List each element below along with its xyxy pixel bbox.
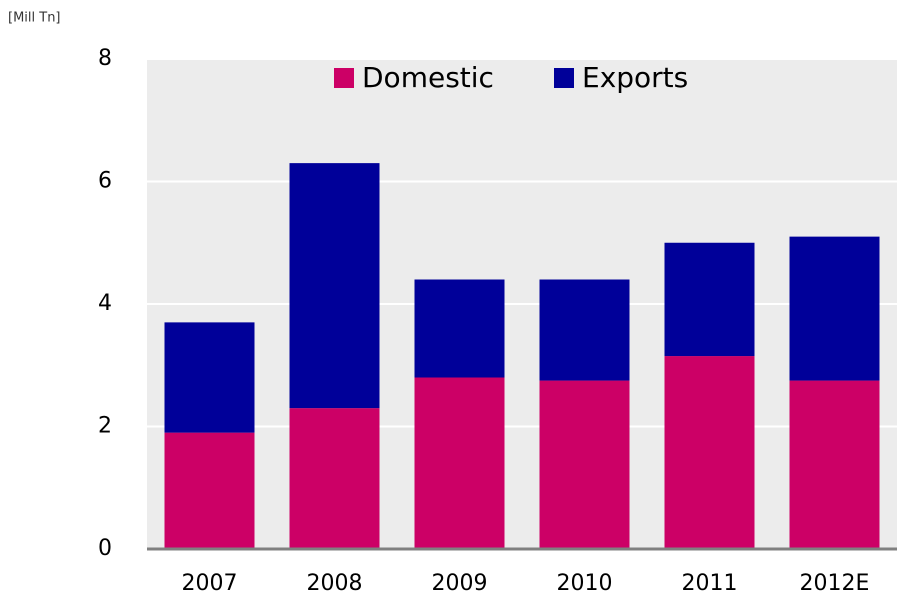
x-tick-label: 2008 [307,571,363,596]
bar-segment [664,356,755,549]
bar-segment [539,279,630,381]
unit-label: [Mill Tn] [8,11,61,26]
x-tick-label: 2009 [432,571,488,596]
bar-segment [664,242,755,357]
y-tick-label: 8 [98,46,112,71]
bar-segment [289,408,380,549]
legend-label: Exports [582,61,688,94]
y-tick-label: 0 [98,536,112,561]
legend-swatch [334,68,354,88]
bar-segment [414,377,505,549]
bar-segment [789,236,880,381]
y-tick-label: 2 [98,414,112,439]
bar-segment [789,380,880,549]
y-tick-label: 4 [98,291,112,316]
legend-label: Domestic [362,61,494,94]
x-tick-label: 2011 [682,571,738,596]
bar-segment [414,279,505,378]
legend-swatch [554,68,574,88]
x-tick-label: 2012E [800,571,870,596]
bar-segment [164,432,255,549]
x-tick-label: 2010 [557,571,613,596]
bar-segment [539,380,630,549]
bar-segment [164,322,255,433]
x-tick-label: 2007 [182,571,238,596]
y-tick-label: 6 [98,169,112,194]
bar-segment [289,163,380,409]
